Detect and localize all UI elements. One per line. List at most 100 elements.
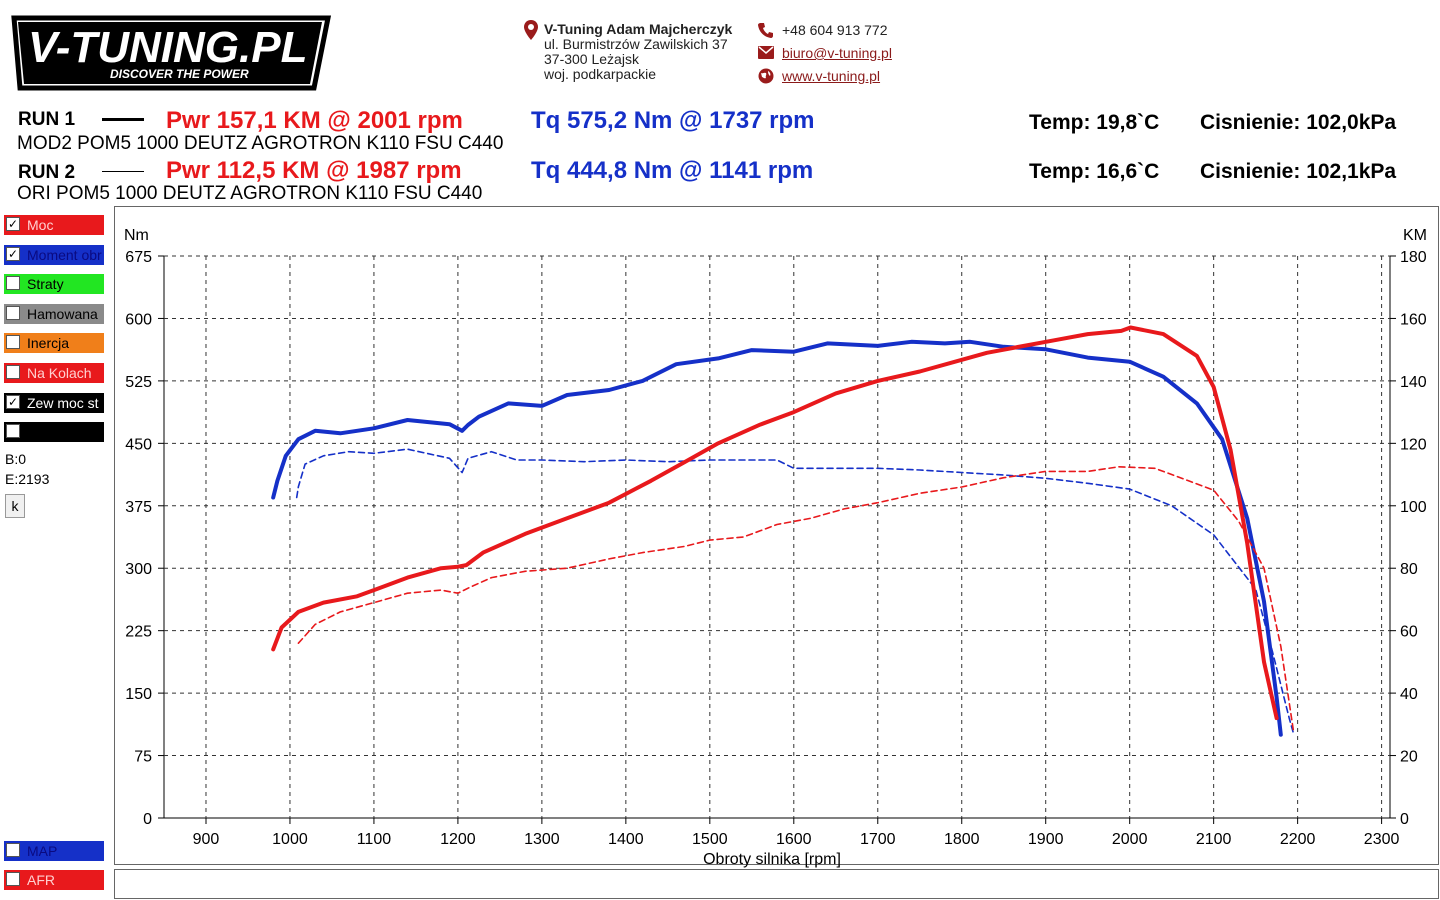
website-link[interactable]: www.v-tuning.pl — [782, 68, 881, 84]
channel-color-swatch — [4, 215, 104, 235]
channel-checkbox[interactable] — [6, 276, 20, 291]
channel-color-swatch — [4, 422, 104, 443]
bottom-channel-toggle[interactable]: MAP — [4, 841, 104, 861]
y-tick-label-right: 40 — [1400, 686, 1418, 703]
logo-text: V-TUNING.PL — [28, 23, 307, 72]
y-tick-label-left: 450 — [125, 436, 152, 453]
channel-checkbox[interactable] — [6, 335, 20, 350]
y-tick-label-left: 525 — [125, 374, 152, 391]
channel-color-swatch — [4, 870, 104, 890]
secondary-chart-area — [114, 869, 1439, 899]
x-tick-label: 1600 — [776, 831, 812, 848]
y-tick-label-right: 120 — [1400, 436, 1427, 453]
bottom-channel-toggle[interactable]: AFR — [4, 870, 104, 890]
run1-torque: Tq 575,2 Nm @ 1737 rpm — [531, 107, 815, 134]
channel-checkbox[interactable]: ✓ — [6, 246, 20, 261]
y-tick-label-right: 0 — [1400, 811, 1409, 828]
address-block: V-Tuning Adam Majcherczyk ul. Burmistrzó… — [544, 22, 732, 82]
torque-curve-run2 — [295, 448, 1295, 734]
channel-checkbox[interactable] — [6, 424, 20, 439]
channel-label: Na Kolach — [27, 365, 92, 381]
run1-label: RUN 1 — [18, 109, 76, 130]
y-tick-label-left: 225 — [125, 624, 152, 641]
y-tick-label-right: 80 — [1400, 561, 1418, 578]
y-tick-label-left: 300 — [125, 561, 152, 578]
address-line: woj. podkarpackie — [544, 66, 657, 82]
channel-color-swatch — [4, 392, 104, 413]
channel-label: Zew moc st — [27, 394, 99, 411]
side-channel-toggle[interactable]: ✓ Zew moc st — [4, 392, 104, 413]
run1-power: Pwr 157,1 KM @ 2001 rpm — [166, 107, 463, 134]
x-tick-label: 2100 — [1196, 831, 1232, 848]
phone-number: +48 604 913 772 — [782, 22, 888, 38]
x-tick-label: 1700 — [860, 831, 896, 848]
torque-curve-run1 — [271, 339, 1283, 737]
run1-description: MOD2 POM5 1000 DEUTZ AGROTRON K110 FSU C… — [17, 133, 504, 154]
channel-color-swatch — [4, 244, 104, 265]
y-tick-label-right: 160 — [1400, 311, 1427, 328]
email-icon — [758, 46, 774, 59]
globe-icon — [758, 68, 774, 84]
v-tuning-logo: V-TUNING.PL DISCOVER THE POWER — [11, 15, 332, 91]
run2-pressure: Cisnienie: 102,1kPa — [1200, 160, 1397, 183]
channel-color-swatch — [4, 303, 104, 324]
x-tick-label: 1300 — [524, 831, 560, 848]
channel-checkbox[interactable] — [6, 843, 20, 857]
channel-color-swatch — [4, 841, 104, 861]
side-channel-toggle[interactable]: ✓ Moc — [4, 215, 104, 235]
x-tick-label: 2200 — [1280, 831, 1316, 848]
channel-label: Moment obr — [27, 246, 102, 263]
y-tick-label-left: 150 — [125, 686, 152, 703]
channel-checkbox[interactable]: ✓ — [6, 217, 20, 231]
channel-checkbox[interactable] — [6, 872, 20, 886]
x-tick-label: 1400 — [608, 831, 644, 848]
run1-line-sample — [102, 118, 144, 121]
x-axis-label: Obroty silnika [rpm] — [703, 851, 841, 868]
channel-label: Inercja — [27, 335, 70, 352]
y-tick-label-left: 600 — [125, 311, 152, 328]
channel-label: Straty — [27, 276, 64, 293]
side-channel-toggle[interactable]: Hamowana — [4, 303, 104, 324]
x-tick-label: 1000 — [272, 831, 308, 848]
y-tick-label-right: 20 — [1400, 749, 1418, 766]
begin-info: B:0 — [5, 451, 27, 467]
channel-color-swatch — [4, 363, 104, 383]
channel-label: AFR — [27, 872, 55, 888]
address-line: ul. Burmistrzów Zawilskich 37 — [544, 36, 728, 52]
side-channel-toggle[interactable]: Inercja — [4, 333, 104, 354]
y-tick-label-left: 75 — [134, 749, 152, 766]
channel-checkbox[interactable] — [6, 305, 20, 320]
y-tick-label-right: 100 — [1400, 499, 1427, 516]
address-line: 37-300 Leżajsk — [544, 51, 639, 67]
run2-temp: Temp: 16,6`C — [1029, 160, 1160, 183]
location-pin-icon — [524, 20, 538, 40]
run2-line-sample — [102, 171, 144, 172]
x-tick-label: 1800 — [944, 831, 980, 848]
logo-slogan: DISCOVER THE POWER — [110, 67, 249, 81]
x-tick-label: 1200 — [440, 831, 476, 848]
y-axis-label-left: Nm — [124, 227, 149, 244]
y-tick-label-left: 0 — [143, 811, 152, 828]
power-curve-run2 — [297, 465, 1295, 732]
side-channel-toggle[interactable]: Na Kolach — [4, 363, 104, 383]
email-link[interactable]: biuro@v-tuning.pl — [782, 45, 892, 61]
side-channel-toggle[interactable]: ✓ Moment obr — [4, 244, 104, 265]
run1-pressure: Cisnienie: 102,0kPa — [1200, 111, 1397, 134]
chart-frame — [114, 206, 1439, 865]
channel-label: Moc — [27, 217, 54, 233]
side-channel-toggle[interactable] — [4, 422, 104, 443]
channel-checkbox[interactable]: ✓ — [6, 394, 20, 409]
run2-torque: Tq 444,8 Nm @ 1141 rpm — [531, 157, 814, 184]
y-tick-label-left: 675 — [125, 249, 152, 266]
x-tick-label: 2000 — [1112, 831, 1148, 848]
x-tick-label: 2300 — [1364, 831, 1400, 848]
channel-checkbox[interactable] — [6, 365, 20, 379]
y-axis-label-right: KM — [1403, 227, 1427, 244]
y-tick-label-right: 180 — [1400, 249, 1427, 266]
x-tick-label: 1100 — [357, 831, 392, 848]
side-channel-toggle[interactable]: Straty — [4, 274, 104, 295]
x-tick-label: 1900 — [1028, 831, 1064, 848]
channel-color-swatch — [4, 274, 104, 295]
k-button[interactable]: k — [5, 494, 25, 518]
channel-label: Hamowana — [27, 305, 98, 322]
